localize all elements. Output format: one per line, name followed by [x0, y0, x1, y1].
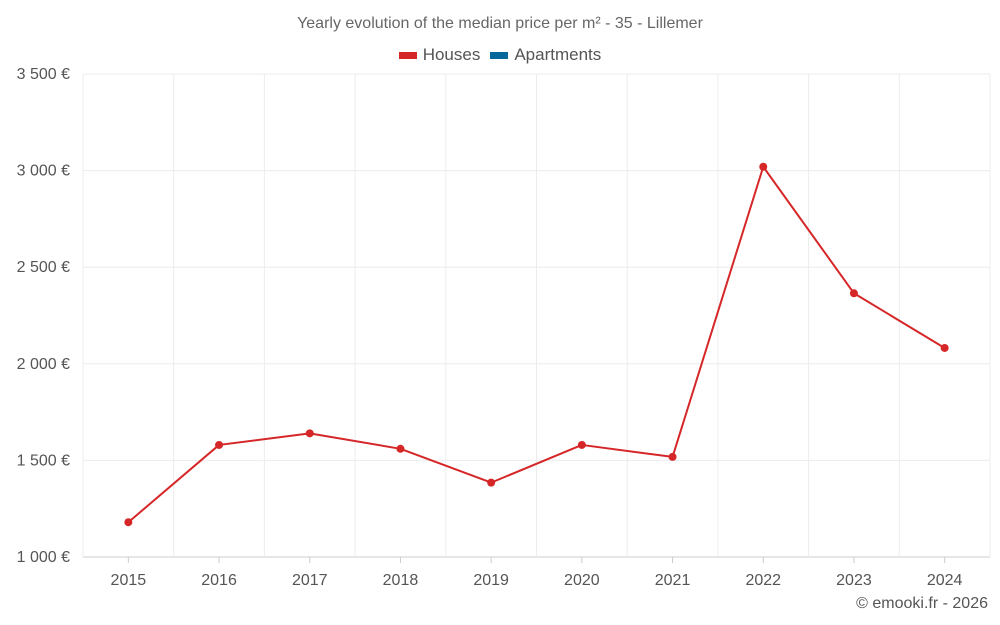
legend-label-apartments: Apartments [514, 45, 602, 64]
x-tick-label: 2022 [745, 572, 781, 589]
data-point-houses-2024 [940, 343, 949, 352]
x-tick-label: 2016 [201, 572, 237, 589]
x-tick-label: 2024 [927, 572, 963, 589]
legend-swatch-apartments [490, 51, 509, 59]
copyright-footer: © emooki.fr - 2026 [856, 595, 988, 612]
x-tick-label: 2023 [836, 572, 872, 589]
legend-label-houses: Houses [422, 45, 481, 64]
data-point-houses-2017 [305, 429, 314, 438]
y-tick-label: 2 500 € [17, 259, 70, 276]
x-tick-label: 2021 [655, 572, 691, 589]
legend: Houses Apartments [0, 45, 1000, 65]
y-tick-label: 2 000 € [17, 356, 70, 373]
y-tick-label: 1 500 € [17, 452, 70, 469]
x-tick-label: 2015 [111, 572, 147, 589]
legend-item-apartments[interactable]: Apartments [490, 45, 601, 65]
data-point-houses-2020 [577, 440, 586, 449]
y-tick-label: 3 500 € [17, 66, 70, 83]
legend-item-houses[interactable]: Houses [398, 45, 481, 65]
data-point-houses-2016 [215, 440, 224, 449]
x-tick-label: 2018 [383, 572, 419, 589]
data-point-houses-2022 [759, 162, 768, 171]
x-tick-label: 2017 [292, 572, 328, 589]
chart-title: Yearly evolution of the median price per… [297, 15, 703, 32]
y-tick-label: 3 000 € [17, 163, 70, 180]
x-tick-label: 2020 [564, 572, 600, 589]
data-point-houses-2015 [124, 518, 133, 527]
data-point-houses-2019 [487, 478, 496, 487]
x-tick-label: 2019 [473, 572, 509, 589]
y-tick-label: 1 000 € [17, 549, 70, 566]
data-point-houses-2021 [668, 452, 677, 461]
series-line-houses [127, 165, 946, 523]
legend-swatch-houses [398, 51, 417, 59]
data-point-houses-2023 [849, 289, 858, 298]
data-point-houses-2018 [396, 444, 405, 453]
